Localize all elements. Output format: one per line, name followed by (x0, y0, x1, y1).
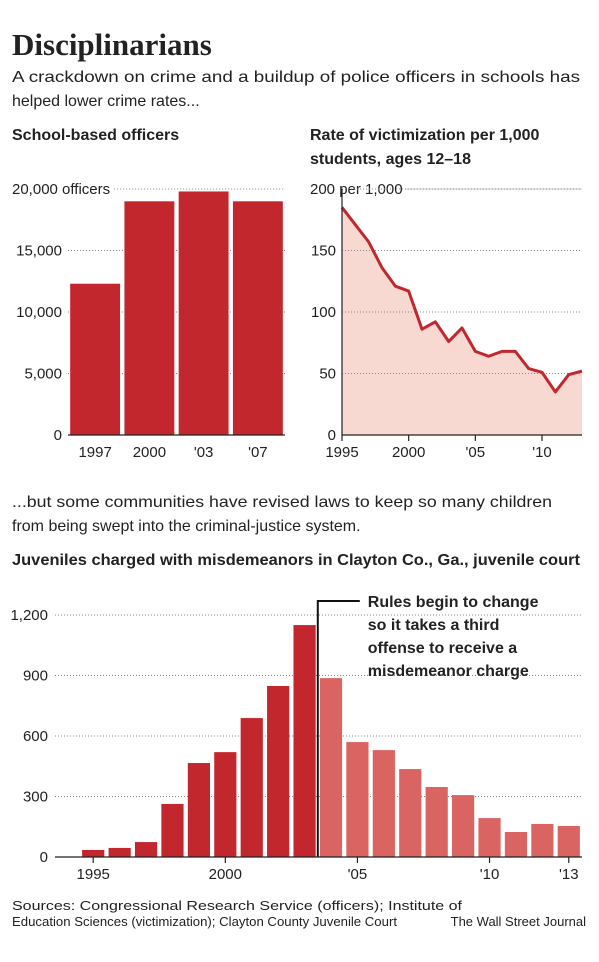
chart-title: Juveniles charged with misdemeanors in C… (12, 552, 581, 569)
y-tick-label: 1,200 (10, 607, 48, 624)
x-tick-label: '05 (466, 444, 486, 461)
bar (70, 283, 121, 435)
chart-title: Rate of victimization per 1,000 (310, 127, 540, 144)
bar (214, 752, 237, 857)
bar (187, 763, 210, 857)
subtitle: A crackdown on crime and a buildup of po… (12, 69, 580, 86)
x-tick-label: 2000 (392, 444, 425, 461)
bar (267, 685, 290, 857)
x-tick-label: 1995 (325, 444, 358, 461)
bar (557, 825, 580, 857)
annotation: offense to receive a (368, 640, 517, 657)
chart-title: School-based officers (12, 127, 179, 144)
bar (319, 678, 343, 857)
x-tick-label: '07 (248, 444, 268, 461)
bar (124, 201, 175, 435)
y-tick-label: 300 (23, 789, 48, 806)
intertitle: ...but some communities have revised law… (12, 494, 552, 511)
y-tick-label: 900 (23, 668, 48, 685)
annotation: Rules begin to change (368, 594, 539, 611)
bar (531, 823, 554, 857)
subtitle: helped lower crime rates... (12, 93, 200, 110)
y-tick-label: 0 (54, 427, 62, 444)
bar (346, 742, 369, 857)
y-tick-label: 0 (40, 849, 48, 866)
annotation: misdemeanor charge (368, 663, 529, 680)
bar (372, 750, 395, 857)
bar (82, 849, 105, 857)
bar (399, 769, 422, 857)
area (342, 207, 582, 435)
x-tick-label: 1997 (78, 444, 111, 461)
x-tick-label: '03 (194, 444, 214, 461)
x-tick-label: '13 (559, 866, 579, 883)
y-tick-label: 10,000 (16, 304, 62, 321)
bar (178, 191, 229, 435)
sources: Education Sciences (victimization); Clay… (12, 914, 397, 929)
y-tick-label: 600 (23, 728, 48, 745)
y-tick-label: 200 per 1,000 (310, 181, 403, 198)
credit: The Wall Street Journal (451, 914, 586, 929)
bar (108, 847, 131, 857)
y-tick-label: 50 (319, 366, 336, 383)
bar (134, 842, 158, 857)
chart-title: students, ages 12–18 (310, 151, 471, 168)
intertitle: from being swept into the criminal-justi… (12, 518, 361, 535)
annotation: so it takes a third (368, 617, 500, 634)
bar (293, 625, 316, 857)
x-tick-label: '05 (348, 866, 368, 883)
y-tick-label: 0 (328, 427, 336, 444)
x-tick-label: 1995 (77, 866, 110, 883)
y-tick-label: 5,000 (24, 366, 62, 383)
bar (504, 831, 528, 857)
bar (232, 201, 283, 435)
y-tick-label: 15,000 (16, 243, 62, 260)
x-tick-label: '10 (532, 444, 552, 461)
title: Disciplinarians (12, 27, 212, 62)
bar (425, 787, 448, 857)
x-tick-label: 2000 (133, 444, 166, 461)
bar (240, 718, 263, 857)
x-tick-label: 2000 (209, 866, 242, 883)
bar (452, 795, 475, 857)
y-tick-label: 150 (311, 243, 336, 260)
bar (478, 818, 501, 857)
x-tick-label: '10 (480, 866, 500, 883)
line (340, 206, 583, 394)
y-tick-label: 20,000 officers (12, 181, 110, 198)
y-tick-label: 100 (311, 304, 336, 321)
sources: Sources: Congressional Research Service … (12, 898, 462, 913)
bar (161, 803, 184, 857)
